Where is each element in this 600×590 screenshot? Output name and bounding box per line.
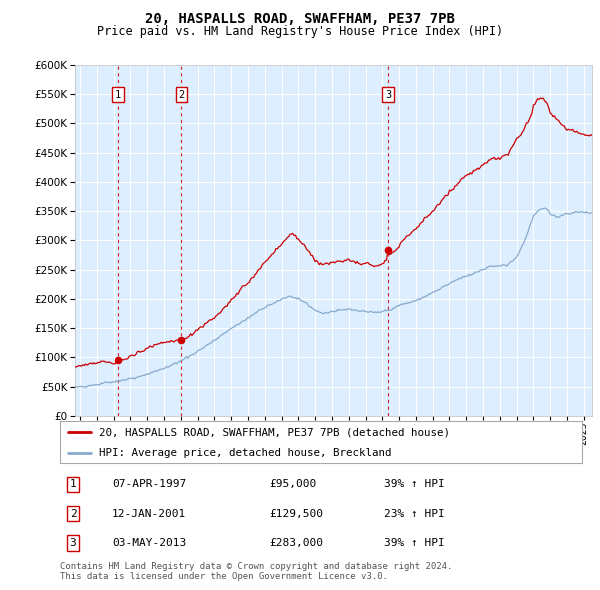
Text: 2: 2 bbox=[178, 90, 185, 100]
Text: 07-APR-1997: 07-APR-1997 bbox=[112, 480, 187, 489]
Text: 3: 3 bbox=[385, 90, 391, 100]
Text: 20, HASPALLS ROAD, SWAFFHAM, PE37 7PB (detached house): 20, HASPALLS ROAD, SWAFFHAM, PE37 7PB (d… bbox=[99, 427, 450, 437]
Text: £283,000: £283,000 bbox=[269, 538, 323, 548]
Text: HPI: Average price, detached house, Breckland: HPI: Average price, detached house, Brec… bbox=[99, 448, 392, 457]
Text: 12-JAN-2001: 12-JAN-2001 bbox=[112, 509, 187, 519]
Text: 20, HASPALLS ROAD, SWAFFHAM, PE37 7PB: 20, HASPALLS ROAD, SWAFFHAM, PE37 7PB bbox=[145, 12, 455, 26]
Text: This data is licensed under the Open Government Licence v3.0.: This data is licensed under the Open Gov… bbox=[60, 572, 388, 581]
Text: 03-MAY-2013: 03-MAY-2013 bbox=[112, 538, 187, 548]
Text: Price paid vs. HM Land Registry's House Price Index (HPI): Price paid vs. HM Land Registry's House … bbox=[97, 25, 503, 38]
Text: Contains HM Land Registry data © Crown copyright and database right 2024.: Contains HM Land Registry data © Crown c… bbox=[60, 562, 452, 571]
Text: 39% ↑ HPI: 39% ↑ HPI bbox=[383, 480, 445, 489]
Text: £129,500: £129,500 bbox=[269, 509, 323, 519]
Text: 23% ↑ HPI: 23% ↑ HPI bbox=[383, 509, 445, 519]
Text: 3: 3 bbox=[70, 538, 76, 548]
Text: 1: 1 bbox=[115, 90, 121, 100]
Text: £95,000: £95,000 bbox=[269, 480, 316, 489]
Text: 1: 1 bbox=[70, 480, 76, 489]
Text: 2: 2 bbox=[70, 509, 76, 519]
Text: 39% ↑ HPI: 39% ↑ HPI bbox=[383, 538, 445, 548]
